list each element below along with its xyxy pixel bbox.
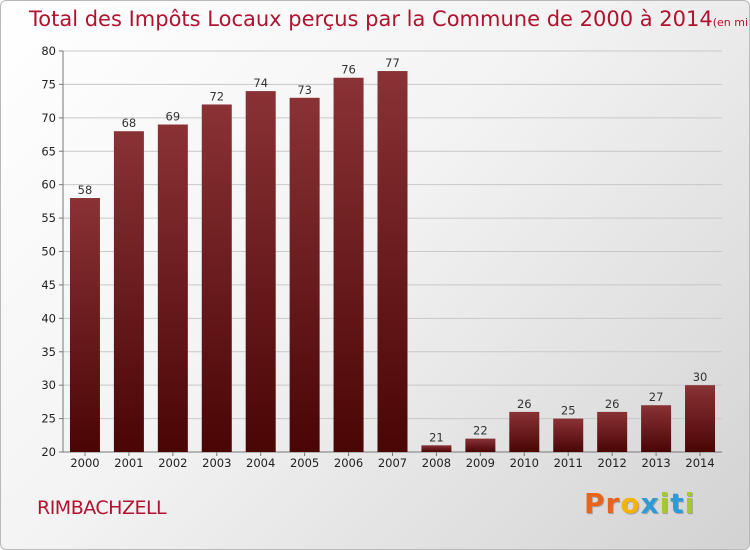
chart-title-unit: (en milliers d'€) xyxy=(712,16,749,29)
y-tick-label: 70 xyxy=(41,111,56,125)
proxiti-logo[interactable]: Proxiti xyxy=(584,487,695,520)
labels: 20 25 30 35 40 45 50 55 60 65 70 75 80 58 2000 68 2001 69… xyxy=(41,44,714,470)
y-tick-label: 25 xyxy=(41,412,56,426)
y-tick-label: 75 xyxy=(41,77,56,91)
x-tick-label-2014: 2014 xyxy=(685,456,714,470)
data-label-2011: 25 xyxy=(561,404,576,418)
y-tick-label: 45 xyxy=(41,278,56,292)
x-tick-label-2008: 2008 xyxy=(422,456,451,470)
x-tick-label-2009: 2009 xyxy=(466,456,495,470)
chart-title: Total des Impôts Locaux perçus par la Co… xyxy=(29,7,749,31)
bar-2001 xyxy=(113,131,144,452)
chart-title-main: Total des Impôts Locaux perçus par la Co… xyxy=(29,7,713,31)
x-tick-label-2001: 2001 xyxy=(114,456,143,470)
bar-2013 xyxy=(641,405,672,452)
data-label-2001: 68 xyxy=(122,116,137,130)
y-tick-label: 30 xyxy=(41,378,56,392)
logo-letter: x xyxy=(640,487,660,520)
data-label-2006: 76 xyxy=(341,63,356,77)
data-label-2013: 27 xyxy=(649,390,664,404)
logo-letter: o xyxy=(620,487,641,520)
y-tick-label: 65 xyxy=(41,144,56,158)
x-tick-label-2011: 2011 xyxy=(554,456,583,470)
x-tick-label-2000: 2000 xyxy=(70,456,99,470)
bar-2003 xyxy=(201,104,232,452)
bar-2000 xyxy=(69,198,100,452)
x-tick-label-2002: 2002 xyxy=(158,456,187,470)
commune-name: RIMBACHZELL xyxy=(37,497,167,519)
y-tick-label: 55 xyxy=(41,211,56,225)
bar-2007 xyxy=(377,71,408,453)
bar-2009 xyxy=(465,438,496,452)
bar-2008 xyxy=(421,445,452,452)
bar-2011 xyxy=(553,418,584,452)
x-tick-label-2003: 2003 xyxy=(202,456,231,470)
x-tick-label-2010: 2010 xyxy=(510,456,539,470)
data-label-2009: 22 xyxy=(473,424,488,438)
bar-2014 xyxy=(685,385,716,452)
logo-letter: i xyxy=(659,487,671,520)
bar-2012 xyxy=(597,411,628,452)
y-tick-label: 50 xyxy=(41,245,56,259)
logo-letter: r xyxy=(605,487,621,520)
x-tick-label-2005: 2005 xyxy=(290,456,319,470)
data-label-2007: 77 xyxy=(385,56,400,70)
y-tick-label: 35 xyxy=(41,345,56,359)
data-label-2012: 26 xyxy=(605,397,620,411)
bar-2004 xyxy=(245,91,276,452)
bar-2010 xyxy=(509,411,540,452)
bars xyxy=(69,71,716,453)
data-label-2010: 26 xyxy=(517,397,532,411)
x-tick-label-2013: 2013 xyxy=(641,456,670,470)
y-tick-label: 20 xyxy=(41,445,56,459)
x-tick-label-2004: 2004 xyxy=(246,456,275,470)
y-tick-label: 60 xyxy=(41,178,56,192)
x-tick-label-2007: 2007 xyxy=(378,456,407,470)
data-label-2002: 69 xyxy=(166,110,181,124)
y-tick-label: 80 xyxy=(41,44,56,58)
data-label-2003: 72 xyxy=(209,89,224,103)
bar-2006 xyxy=(333,77,364,452)
logo-letter: i xyxy=(684,487,696,520)
data-label-2005: 73 xyxy=(297,83,312,97)
data-label-2004: 74 xyxy=(253,76,268,90)
y-tick-label: 40 xyxy=(41,311,56,325)
bar-2005 xyxy=(289,97,320,453)
bar-2002 xyxy=(157,124,188,453)
x-tick-label-2012: 2012 xyxy=(598,456,627,470)
logo-letter: t xyxy=(670,487,685,520)
data-label-2000: 58 xyxy=(78,183,93,197)
data-label-2008: 21 xyxy=(429,430,444,444)
logo-letter: P xyxy=(584,487,606,520)
data-label-2014: 30 xyxy=(693,370,708,384)
x-tick-label-2006: 2006 xyxy=(334,456,363,470)
